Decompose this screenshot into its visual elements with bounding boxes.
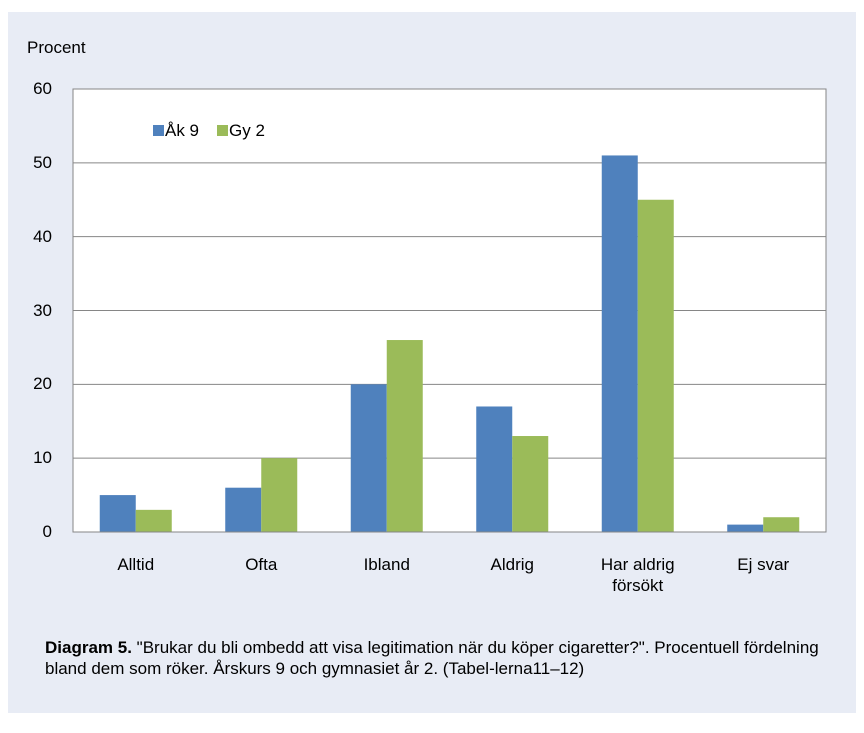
y-axis-label: Procent xyxy=(27,38,86,57)
bar xyxy=(637,199,674,532)
x-tick-label: Har aldrig försökt xyxy=(600,555,675,595)
y-tick-label: 10 xyxy=(33,448,52,468)
bar xyxy=(99,495,136,532)
x-tick-label: Aldrig xyxy=(490,555,534,574)
bar xyxy=(476,406,513,532)
x-tick-label: Ofta xyxy=(245,555,278,574)
caption: Diagram 5. "Brukar du bli ombedd att vis… xyxy=(45,637,835,679)
x-tick-label: Ibland xyxy=(363,555,410,574)
bar xyxy=(350,384,387,532)
bar xyxy=(386,340,423,532)
bar xyxy=(261,458,298,532)
y-tick-label: 0 xyxy=(42,522,52,541)
legend-label: Gy 2 xyxy=(229,121,265,140)
bar xyxy=(135,509,172,532)
y-tick-label: 20 xyxy=(33,374,52,394)
bar xyxy=(763,517,800,532)
bar xyxy=(601,155,638,532)
legend-swatch xyxy=(153,125,164,136)
y-tick-label: 30 xyxy=(33,300,52,320)
bar xyxy=(727,524,764,532)
bar xyxy=(225,487,262,532)
caption-label: Diagram 5. xyxy=(45,638,132,657)
y-tick-label: 40 xyxy=(33,226,52,246)
y-tick-label: 60 xyxy=(33,79,52,98)
bar xyxy=(512,436,549,532)
y-tick-label: 50 xyxy=(33,152,52,172)
x-tick-label: Alltid xyxy=(117,555,155,574)
legend-label: Åk 9 xyxy=(165,121,200,140)
legend-swatch xyxy=(217,125,228,136)
caption-text: "Brukar du bli ombedd att visa legitimat… xyxy=(45,638,819,678)
x-tick-label: Ej svar xyxy=(737,555,790,574)
